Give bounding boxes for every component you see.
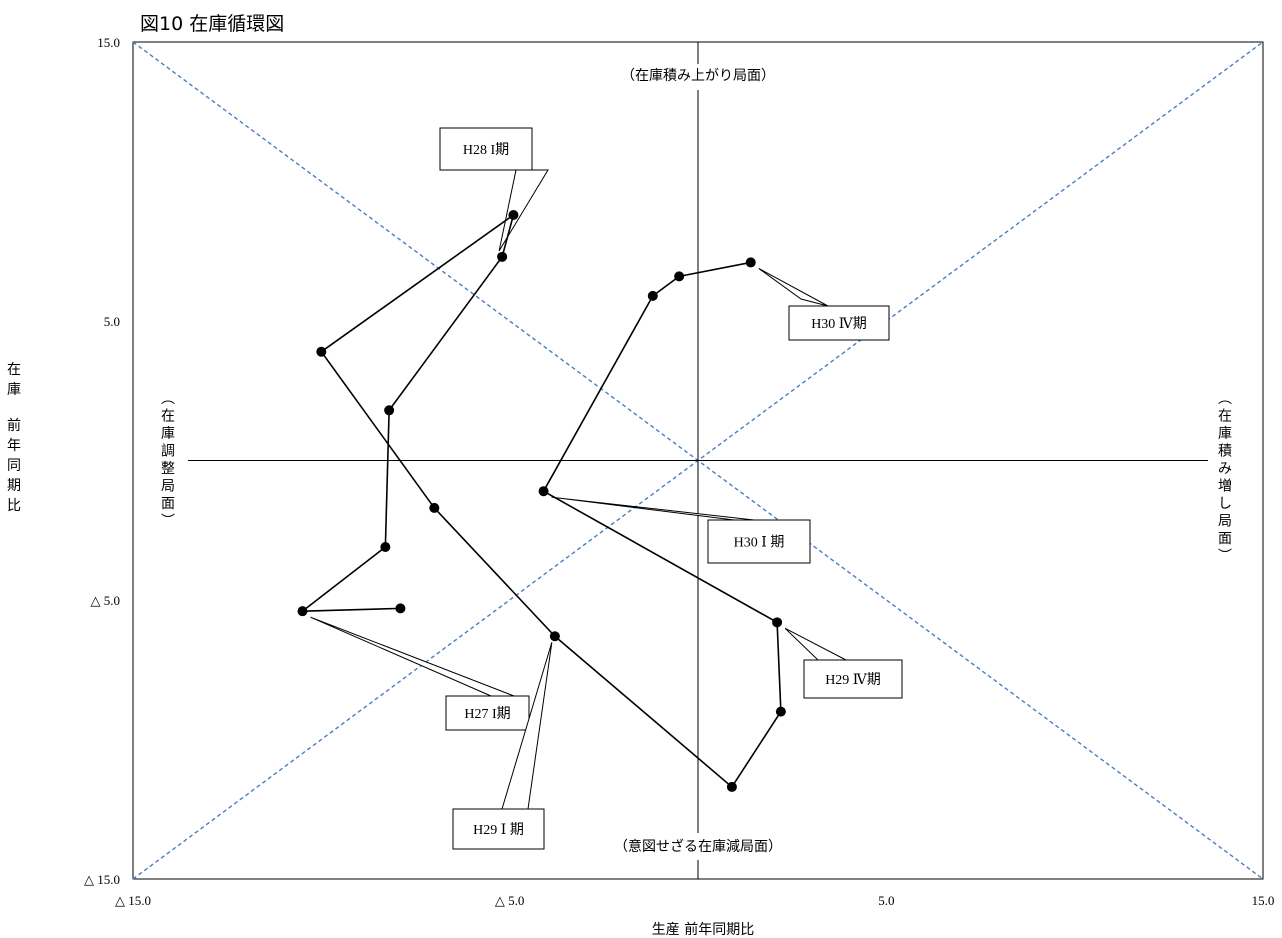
callout-box xyxy=(452,808,545,850)
zone-left-char: 庫 xyxy=(161,425,175,442)
y-axis-label-char: 年 xyxy=(7,438,21,454)
zone-left-char: ︶ xyxy=(161,514,175,530)
callout-label: H27 I期 xyxy=(464,706,510,722)
x-axis-label: 生産 前年同期比 xyxy=(652,921,754,938)
x-tick-label: △ 15.0 xyxy=(115,893,151,908)
callout-label: H29 Ⅳ期 xyxy=(825,672,881,688)
series-line xyxy=(301,214,782,788)
data-point xyxy=(497,251,508,262)
y-tick-labels: 15.0 5.0 △ 5.0 △ 15.0 xyxy=(84,35,120,887)
y-axis-label-gap xyxy=(4,400,24,416)
data-point xyxy=(674,271,685,282)
data-point xyxy=(395,603,406,614)
y-axis-label: 在庫前年同期比 xyxy=(4,360,24,516)
callout-box xyxy=(707,519,811,564)
callout-pointer xyxy=(310,616,515,697)
data-point xyxy=(549,631,560,642)
zone-right-char: 在 xyxy=(1218,409,1232,425)
zone-right-char: ︵ xyxy=(1218,391,1232,407)
zone-left-char: 調 xyxy=(161,444,175,460)
callout-pointer xyxy=(784,627,847,661)
callout-pointer xyxy=(758,267,829,307)
callout-box xyxy=(788,305,890,341)
y-axis-label-char: 前 xyxy=(7,418,21,434)
zone-left-char: 面 xyxy=(161,496,175,512)
zone-left-char: 在 xyxy=(161,409,175,425)
y-axis-label-char: 期 xyxy=(7,478,21,494)
data-point xyxy=(429,502,440,513)
y-tick-label: 5.0 xyxy=(104,314,120,329)
zone-right-char: 積 xyxy=(1218,444,1232,460)
data-point xyxy=(726,781,737,792)
data-point xyxy=(508,209,519,220)
zone-right-char: 庫 xyxy=(1218,425,1232,442)
callout-box xyxy=(439,127,533,171)
zone-right-char: 増 xyxy=(1218,479,1232,495)
x-tick-label: 15.0 xyxy=(1252,893,1275,908)
y-axis-label-char: 同 xyxy=(7,458,21,474)
data-point xyxy=(380,541,391,552)
callout-label: H29 Ⅰ 期 xyxy=(473,822,524,838)
data-point xyxy=(538,486,549,497)
zero-axes xyxy=(188,42,1208,879)
y-axis-label-char: 在 xyxy=(7,362,21,378)
zone-right-char: み xyxy=(1218,461,1232,477)
data-point xyxy=(745,257,756,268)
y-tick-label: △ 5.0 xyxy=(91,593,121,608)
zone-right-char: ︶ xyxy=(1218,549,1232,565)
callout-label: H28 I期 xyxy=(463,142,509,158)
callout-pointer xyxy=(551,496,755,521)
x-tick-labels: △ 15.0 △ 5.0 5.0 15.0 xyxy=(115,893,1274,908)
x-tick-label: 5.0 xyxy=(878,893,894,908)
x-tick-label: △ 5.0 xyxy=(495,893,525,908)
callout-label: H30 Ⅳ期 xyxy=(811,316,867,332)
y-axis-label-char: 庫 xyxy=(7,382,21,398)
callout-label: H30 Ⅰ 期 xyxy=(734,535,785,551)
zone-left-char: 局 xyxy=(161,479,175,495)
callout-box xyxy=(803,659,903,699)
zone-right-char: し xyxy=(1218,496,1232,512)
zone-left-char: 整 xyxy=(161,461,175,477)
zone-label-top: （在庫積み上がり局面） xyxy=(621,67,775,84)
data-point xyxy=(384,405,395,416)
series-path xyxy=(301,214,782,788)
callout-box xyxy=(445,695,530,731)
y-tick-label: △ 15.0 xyxy=(84,872,120,887)
chart-title: 図10 在庫循環図 xyxy=(140,13,284,35)
data-point xyxy=(647,290,658,301)
data-point xyxy=(772,617,783,628)
zone-label-bottom: （意図せざる在庫減局面） xyxy=(614,838,782,855)
y-axis-label-char: 比 xyxy=(7,498,21,514)
zone-right-char: 局 xyxy=(1218,514,1232,530)
y-tick-label: 15.0 xyxy=(97,35,120,50)
zone-right-char: 面 xyxy=(1218,531,1232,547)
series-markers xyxy=(297,209,786,792)
data-point xyxy=(775,706,786,717)
data-point xyxy=(297,606,308,617)
zone-left-char: ︵ xyxy=(161,391,175,407)
callouts: H28 I期 H30 Ⅳ期 H30 Ⅰ 期 H29 Ⅳ期 H27 I期 H29 Ⅰ 期 xyxy=(310,127,903,850)
data-point xyxy=(316,346,327,357)
